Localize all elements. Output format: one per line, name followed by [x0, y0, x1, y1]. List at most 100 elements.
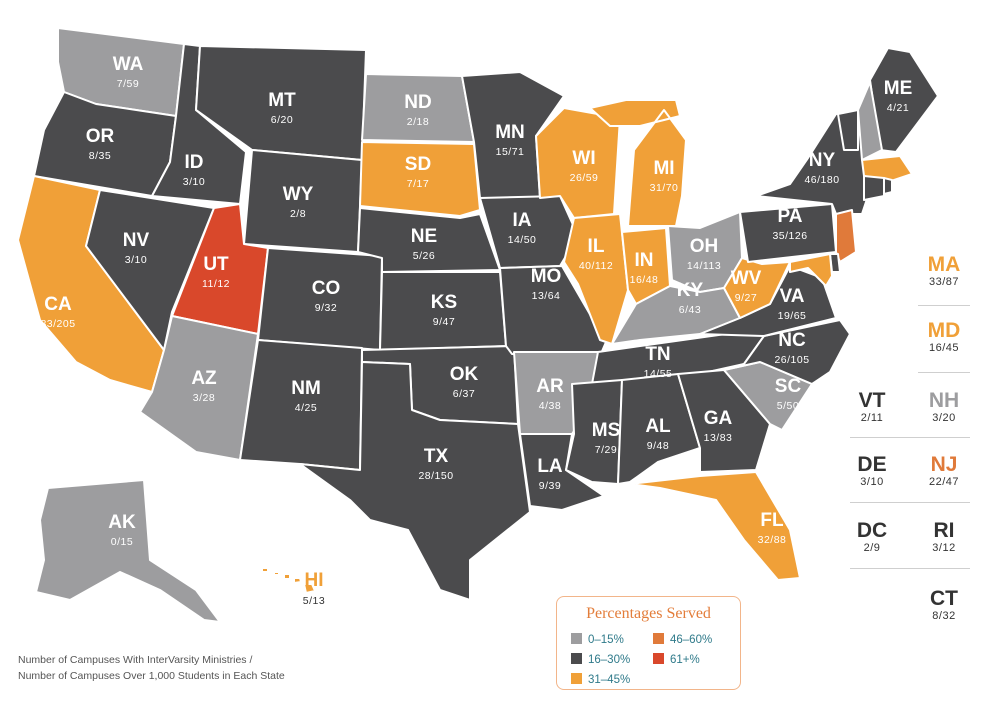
- small-state-ri[interactable]: RI 3/12: [919, 520, 969, 555]
- legend-item-4: 61+%: [653, 653, 700, 666]
- state-label-la: LA: [537, 456, 563, 477]
- state-value-mi: 31/70: [650, 182, 679, 194]
- small-state-divider-0: [918, 305, 970, 306]
- small-state-label-vt: VT: [858, 389, 886, 412]
- state-label-sd: SD: [405, 154, 431, 175]
- small-state-ma[interactable]: MA 33/87: [919, 253, 969, 289]
- small-state-value-de: 3/10: [860, 476, 884, 488]
- small-state-dc[interactable]: DC 2/9: [847, 519, 897, 555]
- state-MD[interactable]: [789, 253, 833, 287]
- state-value-tn: 14/55: [644, 368, 673, 380]
- state-RI[interactable]: [883, 177, 893, 195]
- legend-swatch-1: [571, 653, 582, 664]
- state-value-co: 9/32: [315, 302, 337, 314]
- state-AK[interactable]: [35, 479, 221, 623]
- state-CT[interactable]: [863, 175, 885, 201]
- legend-title: Percentages Served: [586, 605, 711, 622]
- state-label-az: AZ: [191, 368, 217, 389]
- state-value-sd: 7/17: [407, 178, 429, 190]
- state-value-nd: 2/18: [407, 116, 429, 128]
- state-value-mo: 13/64: [532, 290, 561, 302]
- state-value-oh: 14/113: [687, 260, 721, 272]
- state-NH[interactable]: [857, 81, 883, 161]
- state-label-ca: CA: [44, 294, 72, 315]
- small-state-label-ma: MA: [927, 253, 961, 276]
- state-label-ms: MS: [592, 420, 621, 441]
- footnote-line-1: Number of Campuses With InterVarsity Min…: [18, 654, 253, 666]
- map-labels: WA 7/59 OR 8/35 CA 83/205 ID 3/10 NV 3/10 MT 6/20 WY…: [40, 54, 912, 607]
- state-value-ny: 46/180: [804, 174, 839, 186]
- small-state-value-dc: 2/9: [863, 542, 881, 554]
- legend-item-2: 31–45%: [571, 673, 630, 686]
- state-label-co: CO: [312, 278, 341, 299]
- legend-label-4: 61+%: [670, 654, 700, 666]
- legend-item-1: 16–30%: [571, 653, 630, 666]
- state-FL[interactable]: [629, 471, 801, 581]
- small-state-value-md: 16/45: [928, 342, 960, 354]
- state-label-ar: AR: [536, 376, 564, 397]
- state-label-ny: NY: [809, 150, 836, 171]
- state-value-nm: 4/25: [295, 402, 317, 414]
- legend-swatch-2: [571, 673, 582, 684]
- state-HI[interactable]: [261, 567, 316, 594]
- state-value-ky: 6/43: [679, 304, 701, 316]
- small-state-md[interactable]: MD 16/45: [919, 319, 969, 355]
- state-value-ca: 83/205: [40, 318, 75, 330]
- state-SD[interactable]: [359, 141, 481, 217]
- state-MA[interactable]: [861, 155, 913, 183]
- small-state-divider-3: [850, 502, 970, 503]
- state-label-oh: OH: [690, 236, 719, 257]
- state-value-al: 9/48: [647, 440, 669, 452]
- state-label-ia: IA: [513, 210, 532, 231]
- state-value-ut: 11/12: [202, 278, 230, 290]
- state-value-or: 8/35: [89, 150, 111, 162]
- small-state-nh[interactable]: NH 3/20: [919, 389, 969, 425]
- state-value-ms: 7/29: [595, 444, 617, 456]
- small-state-value-nh: 3/20: [932, 412, 956, 424]
- state-label-ky: KY: [677, 280, 704, 301]
- state-value-ne: 5/26: [413, 250, 435, 262]
- state-label-ut: UT: [203, 254, 229, 275]
- small-state-value-ct: 8/32: [932, 610, 956, 622]
- small-state-vt[interactable]: VT 2/11: [847, 389, 897, 425]
- state-label-ne: NE: [411, 226, 437, 247]
- state-VT[interactable]: [837, 109, 859, 151]
- legend-swatch-3: [653, 633, 664, 644]
- small-state-de[interactable]: DE 3/10: [847, 454, 897, 489]
- state-label-id: ID: [185, 152, 204, 173]
- small-state-label-nh: NH: [928, 389, 960, 412]
- legend: Percentages Served 0–15% 16–30% 31–45% 4…: [556, 596, 741, 690]
- state-IL[interactable]: [563, 213, 629, 345]
- state-label-mo: MO: [531, 266, 562, 287]
- small-state-divider-4: [850, 568, 970, 569]
- state-value-nv: 3/10: [125, 254, 147, 266]
- state-value-tx: 28/150: [418, 470, 453, 482]
- state-value-me: 4/21: [887, 102, 909, 114]
- state-NJ[interactable]: [835, 209, 857, 263]
- state-value-az: 3/28: [193, 392, 215, 404]
- small-state-ct[interactable]: CT 8/32: [919, 588, 969, 623]
- state-TX[interactable]: [299, 361, 531, 601]
- state-value-wa: 7/59: [117, 78, 139, 90]
- small-state-value-nj: 22/47: [928, 476, 960, 488]
- state-label-tn: TN: [645, 344, 670, 365]
- state-label-fl: FL: [760, 510, 784, 531]
- small-state-value-ma: 33/87: [928, 276, 960, 288]
- legend-label-0: 0–15%: [588, 634, 624, 646]
- state-value-il: 40/112: [579, 260, 613, 272]
- state-label-mt: MT: [268, 90, 296, 111]
- small-state-label-dc: DC: [856, 519, 888, 542]
- state-label-in: IN: [635, 250, 654, 271]
- state-value-ar: 4/38: [539, 400, 561, 412]
- state-value-wy: 2/8: [290, 208, 306, 220]
- small-state-label-md: MD: [927, 319, 961, 342]
- small-state-nj[interactable]: NJ 22/47: [919, 454, 969, 489]
- state-value-ia: 14/50: [508, 234, 537, 246]
- state-label-nm: NM: [291, 378, 321, 399]
- state-value-id: 3/10: [183, 176, 205, 188]
- state-LA[interactable]: [519, 433, 605, 511]
- state-label-ak: AK: [108, 512, 136, 533]
- state-CO[interactable]: [257, 247, 383, 351]
- state-label-mi: MI: [653, 158, 674, 179]
